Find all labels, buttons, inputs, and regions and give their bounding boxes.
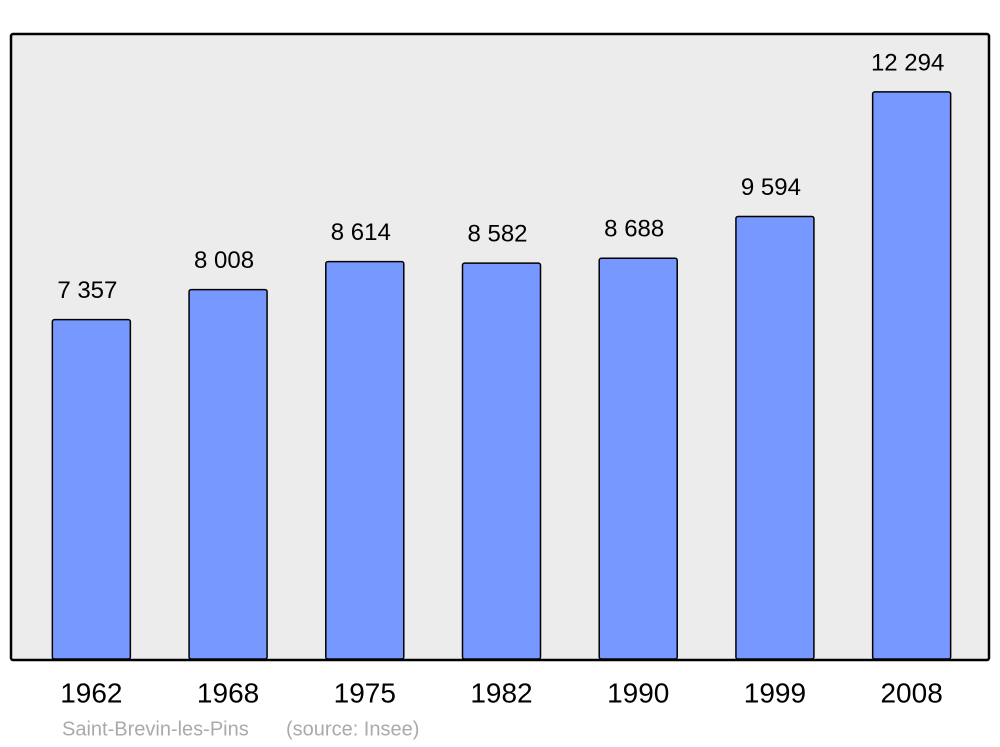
value-label: 7 357 xyxy=(57,277,117,304)
x-tick-label: 1990 xyxy=(607,677,669,708)
x-tick-label: 1975 xyxy=(334,677,396,708)
bar xyxy=(188,288,268,660)
value-label: 9 594 xyxy=(741,174,801,201)
source: (source: Insee) xyxy=(286,718,419,740)
value-label: 8 008 xyxy=(194,247,254,274)
value-label: 8 688 xyxy=(604,216,664,243)
value-label: 12 294 xyxy=(871,49,944,76)
bar xyxy=(598,257,678,660)
bar xyxy=(51,318,132,660)
x-tick-label: 1982 xyxy=(470,677,532,708)
bar xyxy=(735,215,815,660)
x-tick-label: 1999 xyxy=(744,677,806,708)
bar xyxy=(325,260,405,660)
value-label: 8 614 xyxy=(331,219,391,246)
bar xyxy=(461,262,542,660)
x-tick-label: 1968 xyxy=(197,677,259,708)
x-tick-label: 2008 xyxy=(880,677,942,708)
bar xyxy=(871,91,952,660)
caption: Saint-Brevin-les-Pins xyxy=(62,718,249,740)
x-tick-label: 1962 xyxy=(60,677,122,708)
value-label: 8 582 xyxy=(467,220,527,247)
